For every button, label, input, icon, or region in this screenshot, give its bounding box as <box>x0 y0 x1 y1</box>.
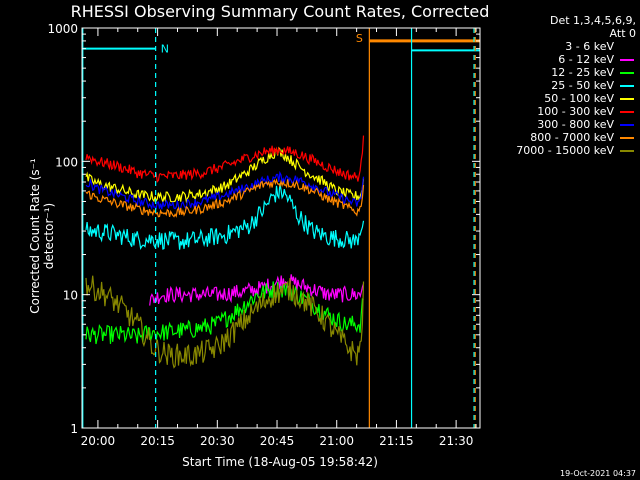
detectors-label: Det 1,3,4,5,6,9, <box>549 14 636 27</box>
annotation-label-3: N <box>161 43 169 56</box>
legend-entry-50-100-kev: 50 - 100 keV <box>516 92 634 105</box>
plot-frame <box>81 27 481 429</box>
legend-entry-800-7000-kev: 800 - 7000 keV <box>516 131 634 144</box>
chart-title: RHESSI Observing Summary Count Rates, Co… <box>70 2 490 21</box>
footer-timestamp: 19-Oct-2021 04:37 <box>560 469 636 478</box>
legend-entry-7000-15000-kev: 7000 - 15000 keV <box>516 144 634 157</box>
y-tick-label-3: 1000 <box>47 22 78 36</box>
x-tick-label-5: 21:15 <box>379 434 414 448</box>
series-line-5 <box>85 135 365 184</box>
legend-entry-12-25-kev: 12 - 25 keV <box>516 66 634 79</box>
legend-entry-25-50-kev: 25 - 50 keV <box>516 79 634 92</box>
x-tick-label-1: 20:15 <box>140 434 175 448</box>
legend-swatch <box>620 45 634 48</box>
x-tick-label-2: 20:30 <box>200 434 235 448</box>
legend-swatch <box>620 84 634 87</box>
x-tick-label-6: 21:30 <box>439 434 474 448</box>
legend-entry-3-6-kev: 3 - 6 keV <box>516 40 634 53</box>
series-line-2 <box>85 281 364 345</box>
legend-swatch <box>620 71 634 74</box>
legend-swatch <box>620 58 634 61</box>
series-line-1 <box>149 274 365 306</box>
legend-swatch <box>620 97 634 100</box>
legend-header: Det 1,3,4,5,6,9, Att 0 <box>550 14 636 40</box>
legend-swatch <box>620 149 634 152</box>
y-tick-label-1: 10 <box>63 289 78 303</box>
x-axis-label: Start Time (18-Aug-05 19:58:42) <box>182 455 378 469</box>
series-line-8 <box>85 275 365 369</box>
series-line-7 <box>85 178 365 218</box>
y-tick-label-0: 1 <box>70 422 78 436</box>
legend-entry-6-12-kev: 6 - 12 keV <box>516 53 634 66</box>
legend-swatch <box>620 110 634 113</box>
annotation-label-5: S <box>356 32 363 45</box>
series-line-3 <box>85 183 365 251</box>
x-tick-label-0: 20:00 <box>81 434 116 448</box>
legend: 3 - 6 keV 6 - 12 keV 12 - 25 keV 25 - 50… <box>516 40 634 157</box>
y-axis-label: Corrected Count Rate (s⁻¹ detector⁻¹) <box>28 158 56 314</box>
legend-swatch <box>620 136 634 139</box>
legend-entry-300-800-kev: 300 - 800 keV <box>516 118 634 131</box>
x-tick-label-4: 21:00 <box>319 434 354 448</box>
series-line-4 <box>85 146 365 205</box>
series-line-6 <box>85 170 365 211</box>
legend-swatch <box>620 123 634 126</box>
y-tick-label-2: 100 <box>55 155 78 169</box>
x-tick-label-3: 20:45 <box>260 434 295 448</box>
legend-entry-100-300-kev: 100 - 300 keV <box>516 105 634 118</box>
attenuator-label: Att 0 <box>609 27 636 40</box>
